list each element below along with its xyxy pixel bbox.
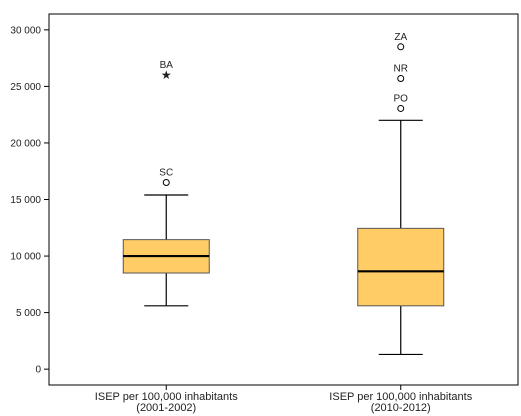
- y-tick-label: 20 000: [10, 138, 41, 149]
- outlier-circle: [397, 43, 405, 51]
- y-tick-label: 25 000: [10, 82, 41, 93]
- y-tick-label: 15 000: [10, 195, 41, 206]
- x-category-label: (2001-2002): [136, 402, 196, 414]
- outlier-circle: [397, 74, 405, 82]
- outlier-label: ZA: [394, 32, 407, 43]
- y-tick-label: 5 000: [16, 308, 41, 319]
- outlier-label: SC: [159, 168, 173, 179]
- y-tick-label: 0: [35, 365, 41, 376]
- x-category-label: ISEP per 100,000 inhabitants: [329, 391, 472, 403]
- plot-frame: [48, 13, 519, 386]
- outlier-label: PO: [394, 93, 409, 104]
- extreme-outlier-star: ★: [161, 68, 172, 82]
- y-tick-label: 10 000: [10, 252, 41, 263]
- outlier-label: BA: [160, 60, 174, 71]
- x-category-label: (2010-2012): [371, 402, 431, 414]
- outlier-circle: [397, 104, 405, 112]
- y-tick-label: 30 000: [10, 25, 41, 36]
- iqr-box: [357, 227, 445, 307]
- x-category-label: ISEP per 100,000 inhabitants: [95, 391, 238, 403]
- outlier-label: NR: [394, 63, 408, 74]
- outlier-circle: [162, 179, 170, 187]
